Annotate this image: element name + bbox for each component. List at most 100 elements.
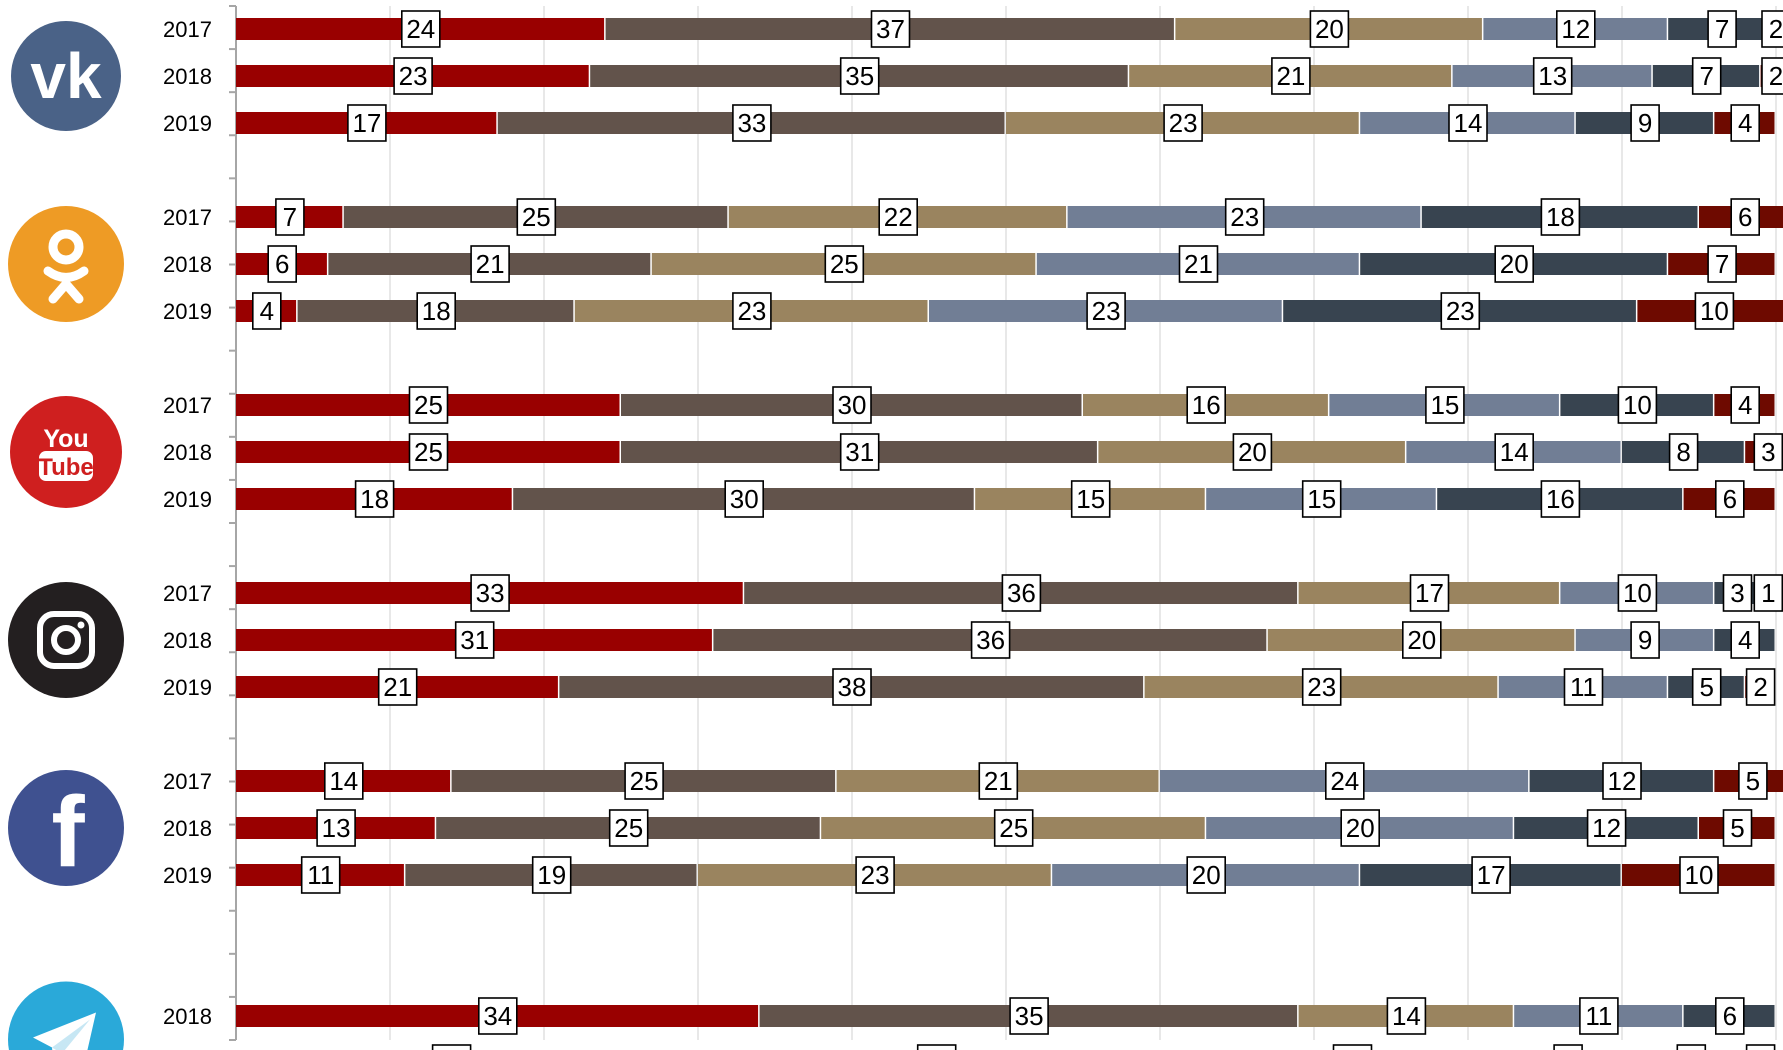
data-label: 2	[1769, 14, 1783, 44]
data-label: 11	[1570, 672, 1597, 702]
platform-group: 2017 33 36 17 10 3 1 2018 31 36 20 9 4 2019 21 38 23 11 5 2	[8, 574, 1783, 706]
data-label: 21	[984, 766, 1013, 796]
data-label: 23	[1230, 202, 1259, 232]
data-label: 4	[1738, 625, 1752, 655]
data-label-box	[1086, 292, 1126, 330]
bar-row: 2019 4 18 23 23 23 10	[163, 292, 1783, 330]
odnoklassniki-icon-head	[48, 229, 84, 265]
data-label: 17	[352, 108, 381, 138]
data-label: 23	[399, 61, 428, 91]
bar-row: 2018 31 36 20 9 4	[163, 621, 1775, 659]
data-label-box	[1707, 245, 1737, 283]
data-label-box	[470, 574, 510, 612]
year-label: 2019	[163, 675, 212, 700]
instagram-icon	[8, 582, 124, 698]
data-label-box	[1730, 621, 1760, 659]
data-label: 23	[1169, 108, 1198, 138]
data-label-box	[1691, 57, 1722, 95]
facebook-icon-glyph: f	[51, 776, 85, 888]
data-label-box	[400, 10, 441, 48]
data-label-box	[608, 809, 649, 847]
data-label: 36	[1007, 578, 1036, 608]
data-label: 5	[1746, 766, 1760, 796]
bar-row: 2017 24 37 20 12 7 2	[163, 10, 1783, 48]
platform-group: 20183435141162019283519972	[8, 981, 1776, 1050]
data-label-box	[1540, 480, 1581, 518]
data-label-box	[1301, 480, 1342, 518]
data-label: 20	[1238, 437, 1267, 467]
data-label: 2	[1753, 1048, 1767, 1050]
data-label-box	[1553, 1044, 1583, 1050]
data-label: 15	[1307, 484, 1336, 514]
data-label-box	[870, 10, 911, 48]
data-label-box	[1325, 762, 1365, 800]
data-label-box	[970, 621, 1011, 659]
data-label-box	[1745, 668, 1776, 706]
data-label: 16	[1546, 484, 1575, 514]
data-label: 20	[1315, 14, 1344, 44]
bar-row: 2017 25 30 16 15 10 4	[163, 386, 1775, 424]
youtube-icon-you: You	[43, 425, 88, 453]
data-label-box	[1617, 386, 1658, 424]
bar-row: 2019 17 33 23 14 9 4	[163, 104, 1775, 142]
data-label: 34	[483, 1001, 512, 1031]
data-label-box	[1186, 386, 1226, 424]
data-label: 2	[1753, 672, 1767, 702]
data-label-box	[1730, 386, 1760, 424]
data-label: 11	[307, 860, 334, 890]
data-label-box	[839, 57, 880, 95]
data-label-box	[1676, 1044, 1707, 1050]
data-label: 20	[1346, 813, 1375, 843]
data-label-box	[431, 1044, 472, 1050]
data-label-box	[1232, 433, 1273, 471]
data-label-box	[416, 292, 457, 330]
data-label-box	[1271, 57, 1311, 95]
data-label: 6	[1723, 1001, 1737, 1031]
data-label-box	[1668, 433, 1699, 471]
data-label-box	[832, 386, 872, 424]
data-label: 19	[1338, 1048, 1367, 1050]
data-label: 13	[322, 813, 351, 843]
data-label: 35	[1015, 1001, 1044, 1031]
data-label-box	[1722, 809, 1753, 847]
bar-row: 2018 34 35 14 11 6	[163, 997, 1775, 1035]
data-label: 13	[1538, 61, 1567, 91]
year-label: 2017	[163, 581, 212, 606]
bar-row: 2019 11 19 23 20 17 10	[163, 856, 1775, 894]
data-label-box	[624, 762, 664, 800]
data-label-box	[1494, 433, 1534, 471]
year-label: 2019	[163, 863, 212, 888]
gridlines	[389, 6, 1777, 1040]
data-label: 12	[1608, 766, 1637, 796]
data-label: 7	[1699, 61, 1713, 91]
data-label-box	[1579, 997, 1619, 1035]
data-label-box	[732, 292, 772, 330]
y-axis	[229, 5, 237, 1041]
data-label-box	[1563, 668, 1604, 706]
data-label: 7	[1715, 249, 1729, 279]
data-label-box	[531, 856, 572, 894]
instagram-icon-circle	[8, 582, 124, 698]
data-label-box	[1309, 10, 1350, 48]
data-label-box	[1332, 1044, 1373, 1050]
data-label: 25	[999, 813, 1028, 843]
data-label-box	[275, 198, 305, 236]
data-label-box	[1630, 621, 1660, 659]
data-label: 25	[414, 390, 443, 420]
year-label: 2018	[163, 64, 212, 89]
data-label-box	[470, 245, 510, 283]
data-label: 9	[1561, 1048, 1575, 1050]
data-label: 21	[476, 249, 505, 279]
data-label: 10	[1700, 296, 1729, 326]
data-label-box	[732, 104, 772, 142]
data-label-box	[516, 198, 557, 236]
data-label-box	[978, 762, 1019, 800]
data-label: 14	[1454, 108, 1483, 138]
data-label-box	[832, 668, 872, 706]
bar-row: 2019 21 38 23 11 5 2	[163, 668, 1776, 706]
data-label: 7	[1684, 1048, 1698, 1050]
data-label: 4	[1738, 390, 1752, 420]
data-label-box	[1602, 762, 1642, 800]
data-label: 23	[861, 860, 890, 890]
